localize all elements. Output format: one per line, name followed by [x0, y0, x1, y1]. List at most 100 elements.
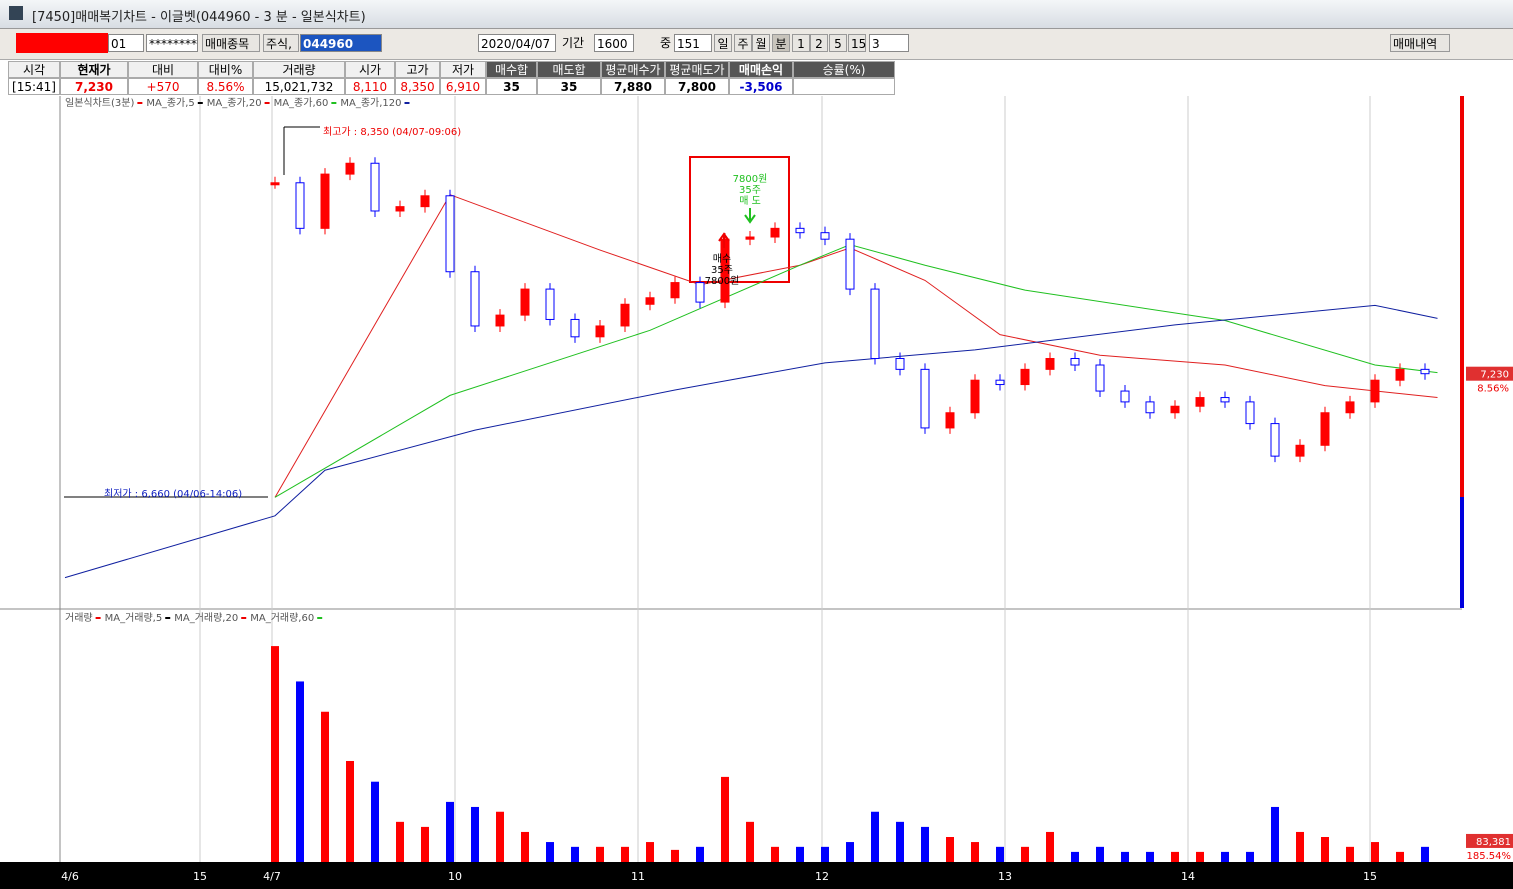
candle [1245, 401, 1255, 425]
info-header: 승률(%) [793, 61, 895, 78]
count-field[interactable]: 151 [674, 34, 712, 52]
info-header: 거래량 [253, 61, 345, 78]
stock-button[interactable]: 매매종목 [202, 34, 260, 52]
masked-account [16, 33, 108, 53]
candle [1320, 412, 1330, 446]
unit-button[interactable]: 주 [734, 34, 752, 52]
date-field[interactable]: 2020/04/07 [478, 34, 556, 52]
legend-entry: MA_종가,120 [340, 97, 401, 109]
volume-bar [1146, 851, 1154, 862]
candle [270, 182, 280, 186]
candle [745, 236, 755, 240]
time-label: 15 [1363, 870, 1377, 883]
legend-swatch [137, 102, 143, 104]
market-select[interactable]: 주식, [263, 34, 299, 52]
volume-bar [446, 801, 454, 862]
volume-bar [596, 846, 604, 862]
buy-arrow [718, 232, 730, 248]
info-value: 15,021,732 [253, 78, 345, 95]
chart-bg [0, 96, 1513, 864]
highlight-box [689, 156, 790, 283]
candle [370, 162, 380, 212]
buy-label: 매수 [713, 253, 731, 265]
unit-button[interactable]: 월 [752, 34, 770, 52]
unit-button[interactable]: 15 [848, 34, 866, 52]
legend-swatch [317, 617, 323, 619]
candle [670, 282, 680, 299]
volume-bar [1371, 842, 1379, 862]
candle [770, 227, 780, 238]
interval-select[interactable]: 3 [869, 34, 909, 52]
legend-swatch [95, 617, 101, 619]
code-field[interactable]: 044960 [300, 34, 382, 52]
legend-entry: MA_거래량,20 [174, 612, 238, 624]
volume-bar [421, 826, 429, 862]
volume-bar [796, 846, 804, 862]
volume-bar [1296, 831, 1304, 862]
candle [345, 162, 355, 175]
candle [1270, 423, 1280, 457]
legend-swatch [197, 102, 203, 104]
price-bar [1460, 96, 1464, 497]
legend-entry: MA_거래량,60 [250, 612, 314, 624]
volume-bar [321, 711, 329, 862]
history-button[interactable]: 매매내역 [1390, 34, 1450, 52]
volume-bar [946, 837, 954, 862]
candle [620, 303, 630, 327]
time-label: 15 [193, 870, 207, 883]
volume-bar [371, 781, 379, 862]
ratio-label: 185.54% [1467, 851, 1512, 862]
volume-bar [296, 681, 304, 862]
candle [395, 206, 405, 212]
legend-swatch [264, 102, 270, 104]
unit-button[interactable]: 5 [829, 34, 847, 52]
candle [1045, 358, 1055, 370]
password-field[interactable]: ******** [146, 34, 198, 52]
legend-swatch [331, 102, 337, 104]
candle [495, 314, 505, 327]
candle [1395, 368, 1405, 381]
info-value: 8,350 [395, 78, 440, 95]
time-label: 12 [815, 870, 829, 883]
info-header: 매매손익(원) [729, 61, 793, 93]
info-value: 7,880 [601, 78, 665, 95]
volume-bar [346, 760, 354, 862]
info-value: 8,110 [345, 78, 395, 95]
account-field[interactable]: 01 [108, 34, 144, 52]
unit-button[interactable]: 일 [714, 34, 732, 52]
price-tag-label: 7,230 [1480, 370, 1509, 381]
volume-bar [721, 776, 729, 862]
window-title: [7450]매매복기차트 - 이글벳(044960 - 3 분 - 일본식차트) [32, 10, 366, 25]
volume-bar [271, 646, 279, 862]
sell-arrow [744, 208, 756, 224]
app-icon [9, 6, 23, 20]
legend-entry: 일본식차트(3분) [65, 97, 134, 109]
sell-label: 7800원 [733, 173, 768, 185]
info-value: 8.56% [198, 78, 253, 95]
unit-button[interactable]: 분 [772, 34, 790, 52]
period-field[interactable]: 1600 [594, 34, 634, 52]
candle [795, 227, 805, 234]
volume-bar [921, 826, 929, 862]
candle [320, 173, 330, 229]
candle [895, 358, 905, 370]
unit-button[interactable]: 1 [792, 34, 810, 52]
candle [1195, 397, 1205, 407]
candle [695, 282, 705, 303]
time-label: 4/7 [263, 870, 281, 883]
candle [545, 288, 555, 320]
unit-button[interactable]: 2 [810, 34, 828, 52]
candle [1070, 358, 1080, 366]
candle [520, 288, 530, 316]
volume-bar [746, 821, 754, 862]
legend-swatch [404, 102, 410, 104]
sell-label: 35주 [739, 185, 761, 196]
candle [1170, 405, 1180, 414]
volume-tag-label: 83,381 [1476, 837, 1511, 848]
time-axis [0, 862, 1513, 889]
time-label: 11 [631, 870, 645, 883]
info-header: 저가 [440, 61, 486, 78]
candle [945, 412, 955, 429]
change-label: 8.56% [1477, 384, 1509, 395]
volume-bar [1321, 837, 1329, 862]
